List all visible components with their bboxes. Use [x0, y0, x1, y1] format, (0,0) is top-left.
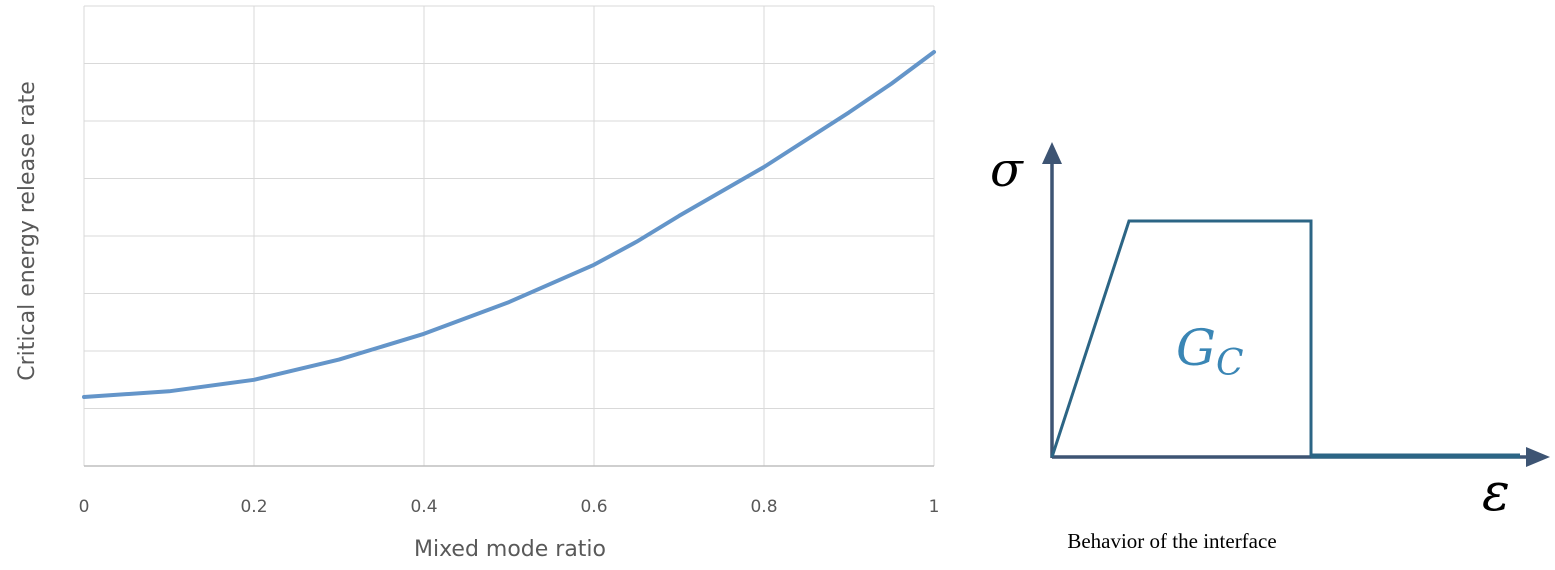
series-line: [82, 50, 936, 399]
critical-energy-label: GC: [1176, 319, 1244, 384]
diagram-caption: Behavior of the interface: [1067, 529, 1276, 553]
x-tick-label: 0: [79, 497, 90, 517]
x-tick-labels: 0 0.2 0.4 0.6 0.8 1: [79, 497, 940, 517]
critical-energy-symbol: G: [1176, 319, 1216, 377]
x-tick-label: 1: [929, 497, 940, 517]
x-tick-label: 0.8: [750, 497, 777, 517]
sigma-axis-arrowhead: [1042, 142, 1062, 164]
interface-behavior-diagram: σ ε GC Behavior of the interface: [990, 142, 1550, 553]
sigma-symbol: σ: [990, 142, 1024, 198]
x-axis-label: Mixed mode ratio: [414, 537, 606, 562]
traction-separation-curve: [1050, 219, 1313, 458]
vertical-gridlines: [83, 6, 935, 466]
x-tick-label: 0.4: [410, 497, 437, 517]
line-chart: 0 0.2 0.4 0.6 0.8 1 Mixed mode ratio Critical…: [15, 5, 940, 562]
epsilon-axis-arrowhead: [1526, 447, 1550, 467]
epsilon-symbol: ε: [1482, 463, 1510, 523]
horizontal-gridlines: [84, 5, 934, 409]
x-tick-label: 0.6: [580, 497, 607, 517]
y-axis-label: Critical energy release rate: [15, 81, 40, 381]
critical-energy-subscript: C: [1216, 343, 1244, 384]
x-tick-label: 0.2: [240, 497, 267, 517]
series-layer: [82, 50, 936, 399]
